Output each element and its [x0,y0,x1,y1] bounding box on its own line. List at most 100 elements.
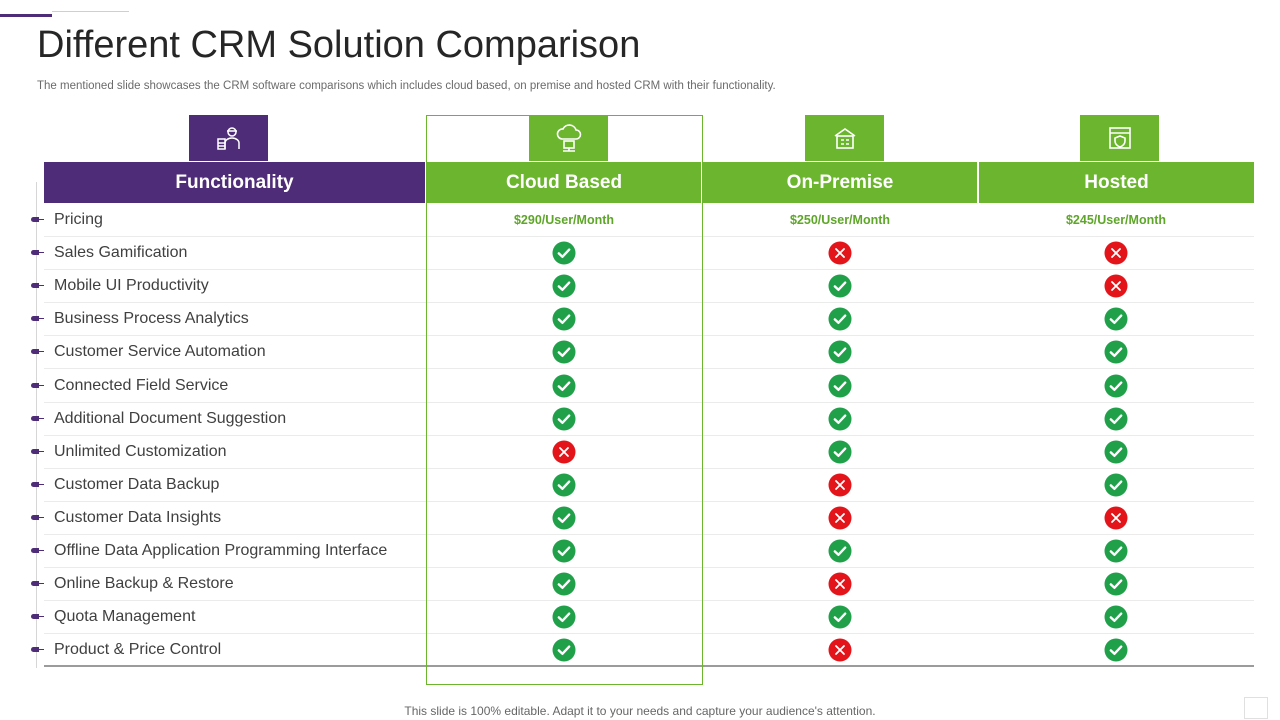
price-hosted: $245/User/Month [1065,213,1167,228]
feature-name: Customer Service Automation [54,343,266,361]
shield-browser-icon [1108,127,1131,149]
bullet-icon [31,614,44,620]
check-icon [1104,374,1128,398]
table-row: Sales Gamification [31,237,1254,271]
table-row: Mobile UI Productivity [31,270,1254,304]
status-hosted [979,303,1253,335]
bullet-icon [31,646,44,652]
check-icon [828,605,852,629]
header-hosted: Hosted [979,162,1254,203]
status-hosted [979,634,1253,665]
check-icon [1104,638,1128,662]
bullet-icon [31,481,44,487]
check-icon [552,307,576,331]
status-cloud [427,403,701,435]
check-icon [552,638,576,662]
status-cloud [427,336,701,368]
check-icon [552,506,576,530]
cross-icon [828,572,852,596]
check-icon [828,307,852,331]
check-icon [1104,307,1128,331]
left-guide-line [36,182,37,668]
table-row: Offline Data Application Programming Int… [31,535,1254,569]
header-functionality: Functionality [44,162,425,203]
table-row: Quota Management [31,601,1254,635]
check-icon [552,473,576,497]
price-cloud: $290/User/Month [513,213,615,228]
status-on-premise [703,403,977,435]
bullet-icon [31,415,44,421]
feature-name: Offline Data Application Programming Int… [54,541,388,559]
status-on-premise [703,469,977,501]
status-cloud [427,270,701,302]
status-hosted [979,535,1253,567]
corner-box [1244,697,1268,719]
status-cloud [427,369,701,401]
table-row: Customer Data Backup [31,469,1254,502]
bullet-icon [31,382,44,388]
check-icon [828,407,852,431]
status-on-premise [703,601,977,633]
status-cloud [427,634,701,665]
check-icon [1104,473,1128,497]
cross-icon [1104,506,1128,530]
feature-name: Online Backup & Restore [54,575,234,593]
feature-name: Quota Management [54,608,196,626]
status-hosted [979,502,1253,534]
slide-title: Different CRM Solution Comparison [37,24,641,66]
check-icon [828,374,852,398]
check-icon [828,440,852,464]
status-cloud [427,469,701,501]
check-icon [1104,572,1128,596]
feature-name: Connected Field Service [54,376,229,394]
cross-icon [1104,241,1128,265]
cross-icon [1104,274,1128,298]
table-row: Connected Field Service [31,369,1254,403]
table-row: Customer Data Insights [31,502,1254,535]
header-cloud-based: Cloud Based [427,162,701,203]
status-on-premise [703,237,977,269]
table-row: Business Process Analytics [31,303,1254,337]
status-on-premise [703,369,977,401]
top-accent-bar [0,14,52,17]
feature-name: Customer Data Backup [54,475,220,493]
price-on-premise: $250/User/Month [789,213,891,228]
check-icon [1104,407,1128,431]
status-on-premise [703,535,977,567]
table-row: Additional Document Suggestion [31,403,1254,436]
feature-name: Sales Gamification [54,244,188,262]
functionality-icon-box [189,115,268,161]
check-icon [552,241,576,265]
bullet-icon [31,250,44,256]
check-icon [552,407,576,431]
status-on-premise [703,568,977,600]
on-premise-icon-box [805,115,884,161]
feature-name: Business Process Analytics [54,310,249,328]
check-icon [1104,605,1128,629]
feature-name: Unlimited Customization [54,442,227,460]
check-icon [1104,440,1128,464]
cross-icon [828,638,852,662]
status-hosted [979,601,1253,633]
cross-icon [828,506,852,530]
check-icon [828,274,852,298]
bullet-icon [31,448,44,454]
table-row: Customer Service Automation [31,336,1254,370]
status-cloud [427,303,701,335]
header-on-premise: On-Premise [703,162,977,203]
check-icon [1104,539,1128,563]
bullet-icon [31,217,44,223]
status-on-premise [703,336,977,368]
status-hosted [979,237,1253,269]
cross-icon [552,440,576,464]
status-on-premise [703,436,977,468]
feature-name: Additional Document Suggestion [54,409,287,427]
check-icon [552,572,576,596]
hosted-icon-box [1080,115,1159,161]
status-hosted [979,403,1253,435]
check-icon [828,539,852,563]
status-hosted [979,369,1253,401]
status-cloud [427,568,701,600]
cloud-icon-box [529,115,608,161]
slide-subtitle: The mentioned slide showcases the CRM so… [37,80,776,92]
